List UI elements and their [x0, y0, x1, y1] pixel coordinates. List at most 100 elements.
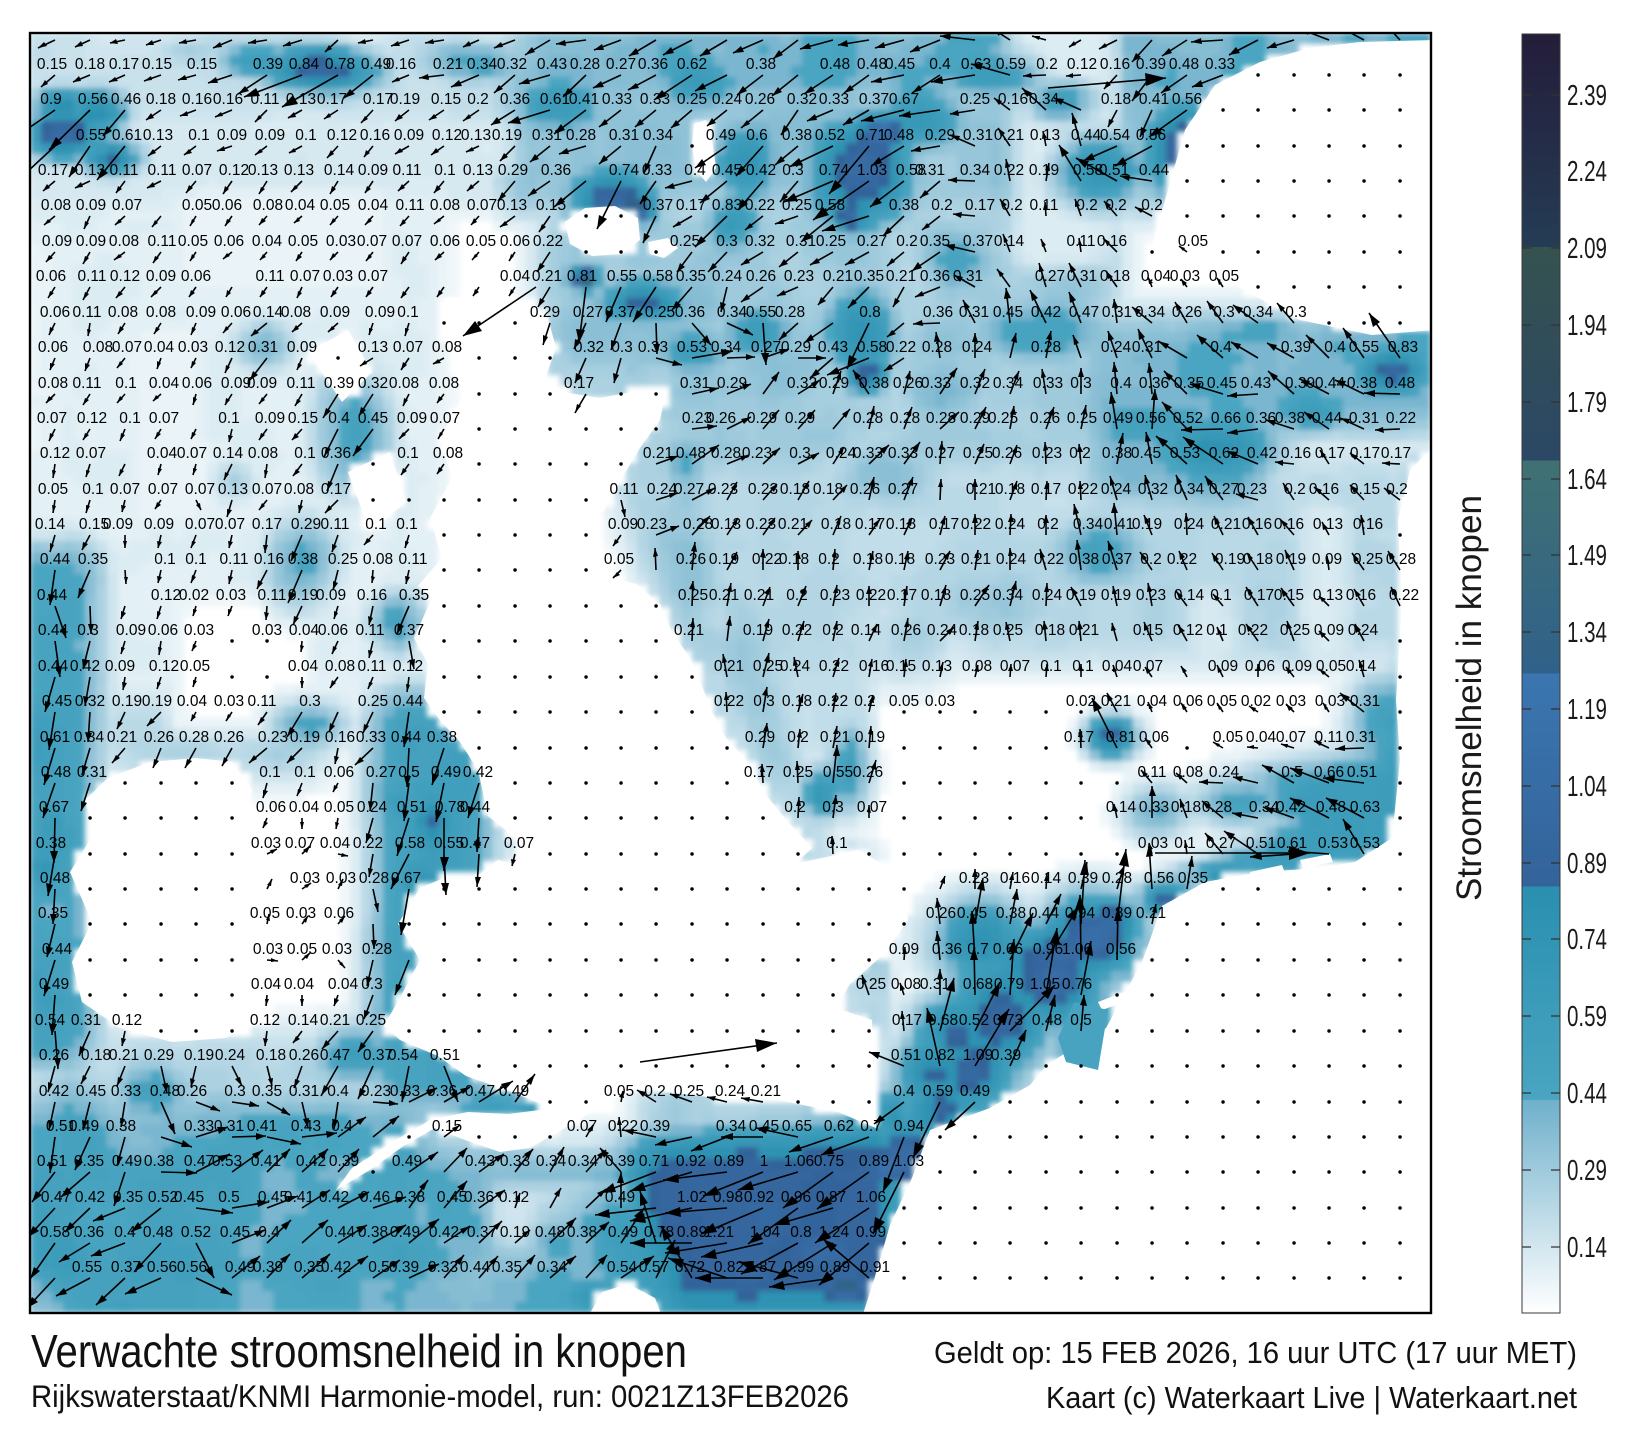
svg-text:0.49: 0.49 [608, 1224, 638, 1241]
svg-text:0.36: 0.36 [541, 162, 571, 179]
svg-text:0.36: 0.36 [500, 91, 530, 108]
svg-text:0.24: 0.24 [780, 658, 811, 675]
svg-text:0.45: 0.45 [885, 56, 915, 73]
svg-text:0.17: 0.17 [317, 91, 347, 108]
svg-text:0.25: 0.25 [963, 445, 993, 462]
svg-text:0.73: 0.73 [993, 1012, 1023, 1029]
svg-text:0.3: 0.3 [611, 339, 633, 356]
svg-text:0.4: 0.4 [684, 162, 706, 179]
svg-text:0.61: 0.61 [540, 91, 570, 108]
svg-text:0.87: 0.87 [746, 1259, 776, 1276]
svg-text:0.32: 0.32 [960, 375, 990, 392]
svg-text:0.87: 0.87 [816, 1189, 846, 1206]
svg-text:0.53: 0.53 [1318, 835, 1348, 852]
svg-text:0.07: 0.07 [290, 268, 320, 285]
svg-text:0.25: 0.25 [356, 1012, 386, 1029]
svg-text:0.05: 0.05 [38, 481, 68, 498]
svg-text:0.47: 0.47 [41, 1189, 71, 1206]
svg-text:0.14: 0.14 [1031, 870, 1062, 887]
svg-text:0.4: 0.4 [1324, 339, 1346, 356]
svg-text:0.33: 0.33 [921, 375, 951, 392]
svg-text:0.34: 0.34 [536, 1153, 567, 1170]
svg-text:0.56: 0.56 [1136, 410, 1166, 427]
svg-text:0.03: 0.03 [925, 693, 955, 710]
svg-text:0.23: 0.23 [637, 516, 667, 533]
svg-text:0.03: 0.03 [323, 268, 353, 285]
svg-text:0.28: 0.28 [853, 410, 883, 427]
svg-text:0.19: 0.19 [1132, 516, 1162, 533]
svg-text:0.2: 0.2 [1076, 197, 1098, 214]
svg-text:0.11: 0.11 [395, 197, 424, 214]
svg-text:0.08: 0.08 [281, 304, 311, 321]
svg-text:0.21: 0.21 [778, 516, 808, 533]
svg-text:0.94: 0.94 [1065, 905, 1096, 922]
svg-text:0.83: 0.83 [1388, 339, 1418, 356]
svg-text:0.48: 0.48 [143, 1224, 173, 1241]
svg-text:0.34: 0.34 [717, 304, 748, 321]
svg-text:0.31: 0.31 [1350, 693, 1380, 710]
svg-text:0.48: 0.48 [150, 1083, 180, 1100]
svg-text:0.06: 0.06 [1245, 658, 1275, 675]
svg-text:0.38: 0.38 [1102, 445, 1132, 462]
svg-text:0.1: 0.1 [1210, 587, 1232, 604]
svg-text:0.91: 0.91 [860, 1259, 890, 1276]
svg-text:0.28: 0.28 [1386, 551, 1416, 568]
svg-text:0.27: 0.27 [573, 304, 603, 321]
svg-text:0.17: 0.17 [109, 56, 139, 73]
svg-text:0.49: 0.49 [225, 1259, 255, 1276]
svg-text:0.2: 0.2 [474, 21, 496, 38]
svg-text:0.49: 0.49 [39, 976, 69, 993]
svg-text:0.15: 0.15 [79, 516, 109, 533]
svg-text:0.25: 0.25 [1067, 410, 1097, 427]
svg-text:0.26: 0.26 [992, 445, 1022, 462]
svg-text:0.21: 0.21 [966, 481, 996, 498]
svg-text:0.24: 0.24 [1100, 21, 1131, 38]
svg-text:0.21: 0.21 [286, 21, 316, 38]
svg-text:0.25: 0.25 [782, 197, 812, 214]
svg-text:1.06: 1.06 [784, 1153, 814, 1170]
svg-text:0.04: 0.04 [285, 197, 316, 214]
svg-text:0.1: 0.1 [397, 445, 419, 462]
svg-text:0.42: 0.42 [1276, 799, 1306, 816]
svg-text:0.1: 0.1 [294, 764, 316, 781]
svg-text:0.3: 0.3 [1285, 304, 1307, 321]
svg-text:0.22: 0.22 [856, 587, 886, 604]
svg-text:0.44: 0.44 [325, 1224, 356, 1241]
svg-text:0.28: 0.28 [890, 410, 920, 427]
svg-text:0.22: 0.22 [714, 693, 744, 710]
svg-text:0.11: 0.11 [320, 516, 349, 533]
svg-text:0.13: 0.13 [1030, 127, 1060, 144]
svg-text:0.51: 0.51 [397, 799, 427, 816]
svg-text:0.42: 0.42 [321, 1259, 351, 1276]
svg-text:0.06: 0.06 [38, 339, 68, 356]
svg-text:1.06: 1.06 [1062, 941, 1092, 958]
svg-text:0.24: 0.24 [1101, 481, 1132, 498]
svg-text:0.07: 0.07 [1276, 729, 1306, 746]
svg-text:0.34: 0.34 [467, 56, 498, 73]
svg-text:0.39: 0.39 [991, 1047, 1021, 1064]
svg-text:0.99: 0.99 [784, 1259, 814, 1276]
svg-text:0.4: 0.4 [929, 56, 951, 73]
svg-text:0.38: 0.38 [823, 21, 853, 38]
svg-text:0.21: 0.21 [1136, 905, 1166, 922]
svg-text:0.31: 0.31 [1349, 410, 1379, 427]
svg-text:0.38: 0.38 [288, 551, 318, 568]
svg-text:0.31: 0.31 [562, 21, 592, 38]
svg-text:0.38: 0.38 [395, 1189, 425, 1206]
svg-text:0.33: 0.33 [111, 1083, 141, 1100]
svg-text:0.11: 0.11 [109, 162, 138, 179]
svg-text:0.37: 0.37 [643, 197, 673, 214]
svg-text:0.2: 0.2 [787, 729, 809, 746]
svg-text:0.13: 0.13 [248, 162, 278, 179]
svg-text:0.11: 0.11 [286, 375, 315, 392]
svg-text:0.16: 0.16 [1000, 870, 1030, 887]
svg-text:0.27: 0.27 [1209, 481, 1239, 498]
svg-text:0.61: 0.61 [40, 729, 70, 746]
svg-text:0.07: 0.07 [504, 835, 534, 852]
svg-text:0.03: 0.03 [290, 870, 320, 887]
svg-text:0.18: 0.18 [146, 91, 176, 108]
svg-text:0.9: 0.9 [40, 91, 62, 108]
svg-text:0.26: 0.26 [177, 1083, 207, 1100]
svg-text:0.5: 0.5 [218, 1189, 240, 1206]
svg-text:0.43: 0.43 [818, 339, 848, 356]
